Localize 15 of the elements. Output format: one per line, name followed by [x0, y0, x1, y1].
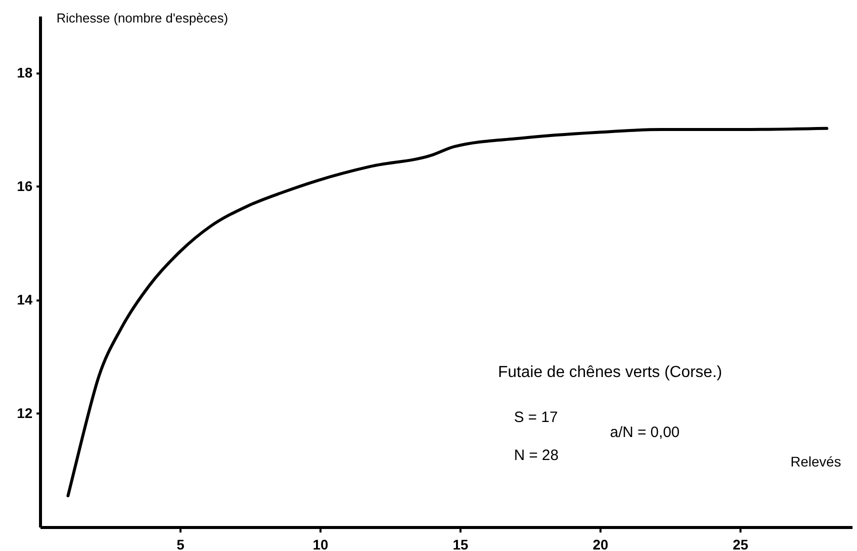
y-tick-label: 18: [16, 64, 33, 80]
x-axis-title: Relevés: [790, 454, 842, 470]
annotation: N = 28: [514, 447, 559, 464]
y-tick-label: 12: [16, 404, 33, 421]
annotation: Futaie de chênes verts (Corse.): [498, 364, 722, 381]
x-tick-label: 20: [592, 536, 608, 551]
annotation: a/N = 0,00: [610, 424, 680, 441]
y-tick-label: 16: [16, 178, 33, 194]
x-tick-label: 10: [312, 536, 328, 551]
x-tick-label: 25: [732, 536, 748, 551]
annotation: S = 17: [514, 409, 558, 426]
y-axis-title: Richesse (nombre d'espèces): [56, 10, 228, 26]
x-tick-label: 5: [176, 536, 185, 551]
x-tick-label: 15: [452, 536, 468, 551]
y-tick-label: 14: [16, 291, 33, 308]
